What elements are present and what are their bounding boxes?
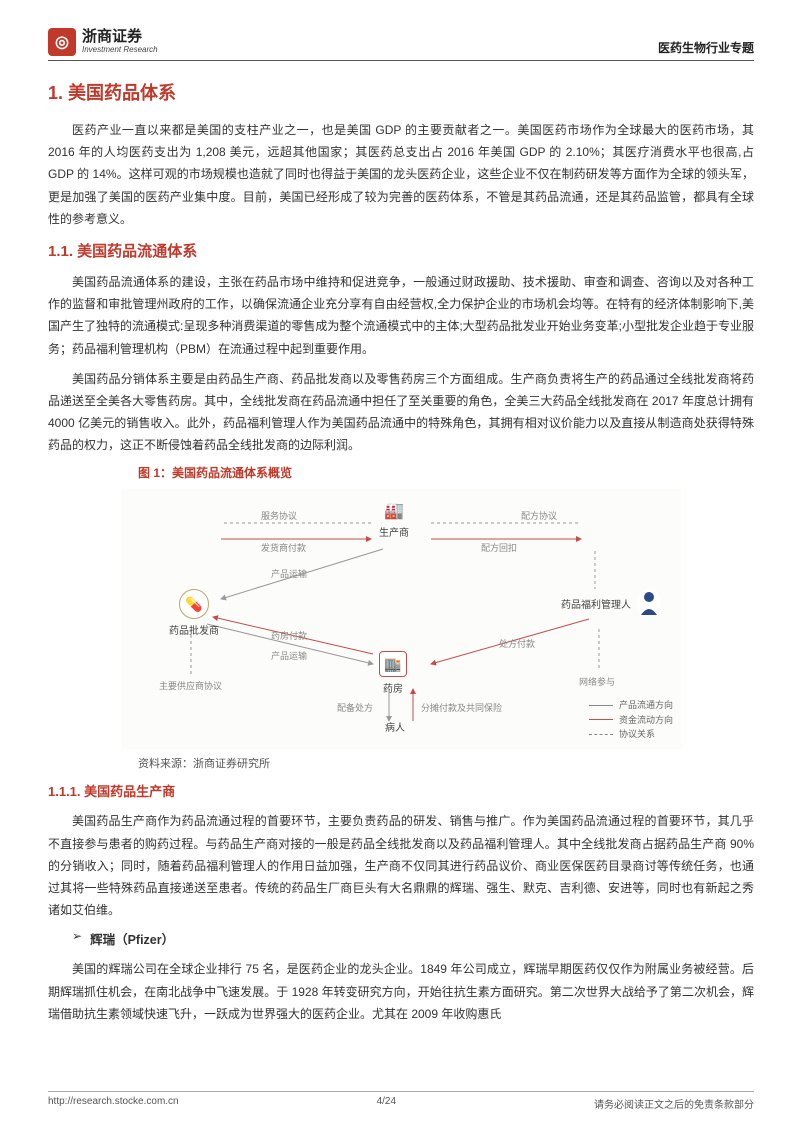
- logo-block: ◎ 浙商证券 Investment Research: [48, 28, 158, 56]
- logo-cn: 浙商证券: [82, 29, 158, 46]
- node-pharmacy: 🏬 药房: [379, 651, 407, 695]
- heading-2: 1.1. 美国药品流通体系: [48, 240, 754, 261]
- paragraph: 美国的辉瑞公司在全球企业排行 75 名，是医药企业的龙头企业。1849 年公司成…: [48, 958, 754, 1025]
- footer-url: http://research.stocke.com.cn: [48, 1096, 179, 1111]
- paragraph: 美国药品生产商作为药品流通过程的首要环节，主要负责药品的研发、销售与推广。作为美…: [48, 810, 754, 921]
- paragraph: 美国药品流通体系的建设，主张在药品市场中维持和促进竞争，一般通过财政援助、技术援…: [48, 271, 754, 360]
- node-wholesaler: 💊 药品批发商: [169, 589, 219, 637]
- edge-label: 配备处方: [337, 701, 373, 714]
- node-patient: 病人: [385, 719, 405, 734]
- node-label: 药品福利管理人: [561, 596, 631, 611]
- edge-label: 产品运输: [271, 649, 307, 662]
- company-logo-icon: ◎: [48, 28, 76, 56]
- node-pbm: 药品福利管理人: [561, 589, 661, 617]
- factory-icon: 🏭: [384, 501, 404, 521]
- figure-diagram: 🏭 生产商 💊 药品批发商 药品福利管理人 🏬 药房 病人 服务协议 发货商付款…: [121, 489, 681, 749]
- bullet-item: ➢ 辉瑞（Pfizer）: [72, 929, 754, 948]
- diagram-legend: 产品流通方向 资金流动方向 协议关系: [589, 698, 673, 741]
- edge-label: 服务协议: [261, 509, 297, 522]
- bullet-icon: ➢: [72, 929, 82, 948]
- store-icon: 🏬: [379, 651, 407, 677]
- logo-en: Investment Research: [82, 46, 158, 55]
- page-footer: http://research.stocke.com.cn 4/24 请务必阅读…: [48, 1091, 754, 1111]
- node-label: 病人: [385, 719, 405, 734]
- edge-label: 配方回扣: [481, 541, 517, 554]
- node-label: 生产商: [379, 524, 409, 539]
- node-label: 药品批发商: [169, 622, 219, 637]
- paragraph: 美国药品分销体系主要是由药品生产商、药品批发商以及零售药房三个方面组成。生产商负…: [48, 368, 754, 457]
- edge-label: 药房付款: [271, 629, 307, 642]
- person-icon: [637, 589, 661, 617]
- footer-page: 4/24: [377, 1096, 396, 1111]
- legend-label: 协议关系: [619, 727, 655, 741]
- legend-label: 资金流动方向: [619, 713, 673, 727]
- bullet-text: 辉瑞（Pfizer）: [90, 929, 174, 948]
- edge-label: 分摊付款及共同保险: [421, 701, 502, 714]
- edge-label: 产品运输: [271, 567, 307, 580]
- edge-label: 主要供应商协议: [159, 679, 222, 692]
- legend-label: 产品流通方向: [619, 698, 673, 712]
- edge-label: 发货商付款: [261, 541, 306, 554]
- node-producer: 🏭 生产商: [379, 501, 409, 539]
- edge-label: 配方协议: [521, 509, 557, 522]
- page-header: ◎ 浙商证券 Investment Research 医药生物行业专题: [48, 28, 754, 61]
- edge-label: 网络参与: [579, 675, 615, 688]
- figure-title: 图 1：美国药品流通体系概览: [138, 464, 754, 481]
- figure-source: 资料来源：浙商证券研究所: [138, 755, 754, 771]
- node-label: 药房: [383, 680, 403, 695]
- edge-label: 处方付款: [499, 637, 535, 650]
- pill-icon: 💊: [179, 589, 209, 619]
- heading-3: 1.1.1. 美国药品生产商: [48, 781, 754, 800]
- heading-1: 1. 美国药品体系: [48, 79, 754, 105]
- paragraph: 医药产业一直以来都是美国的支柱产业之一，也是美国 GDP 的主要贡献者之一。美国…: [48, 119, 754, 230]
- flow-diagram: 🏭 生产商 💊 药品批发商 药品福利管理人 🏬 药房 病人 服务协议 发货商付款…: [121, 489, 681, 749]
- footer-disclaimer: 请务必阅读正文之后的免责条款部分: [594, 1096, 754, 1111]
- logo-text: 浙商证券 Investment Research: [82, 29, 158, 54]
- header-subject: 医药生物行业专题: [658, 39, 754, 56]
